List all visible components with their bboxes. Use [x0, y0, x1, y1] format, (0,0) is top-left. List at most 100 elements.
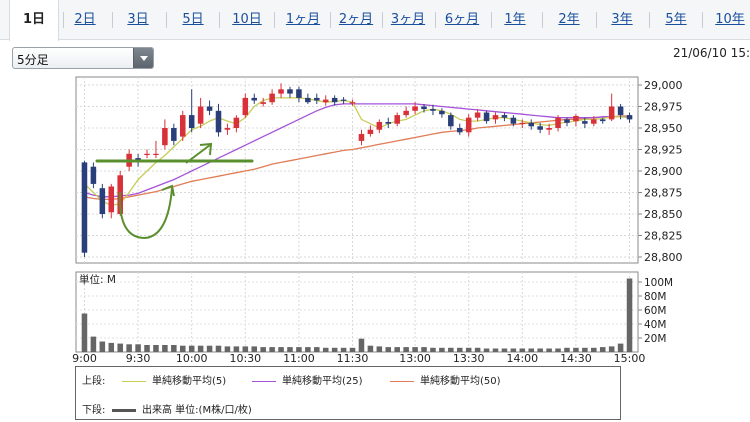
candle-body [81, 162, 88, 253]
time-tick-label: 15:00 [614, 352, 646, 365]
candle-body [573, 115, 579, 122]
tab-separator [166, 12, 167, 28]
volume-bar [430, 347, 436, 352]
volume-bar [349, 347, 356, 352]
volume-bar [599, 347, 606, 352]
candle-body [188, 115, 195, 128]
volume-bar [242, 346, 249, 352]
time-tick-label: 10:30 [229, 352, 261, 365]
volume-tick-label: 100M [644, 277, 673, 289]
volume-bar [287, 347, 293, 352]
candle-body [430, 109, 436, 111]
volume-bar [439, 347, 445, 352]
volume-bar [403, 347, 409, 352]
candle-body [296, 89, 302, 98]
volume-bar [305, 347, 311, 352]
candle-body [564, 119, 570, 123]
candle-body [439, 110, 445, 115]
volume-bar [591, 347, 597, 352]
candle-body [99, 188, 106, 214]
candle-body [537, 126, 543, 130]
volume-bar [564, 347, 570, 352]
volume-bar [537, 348, 543, 352]
tab-separator [596, 12, 597, 28]
volume-bar [260, 347, 266, 352]
candle-body [251, 97, 258, 101]
volume-bar [153, 345, 159, 352]
volume-bar [296, 347, 302, 352]
volume-bar [99, 341, 106, 352]
tab-5日[interactable]: 5日 [182, 12, 204, 27]
candle-body [591, 119, 597, 124]
volume-bar [215, 345, 222, 352]
tab-separator [219, 12, 220, 28]
candle-body [448, 115, 454, 127]
price-tick-label: 28,875 [644, 187, 683, 200]
interval-select-value: 5分足 [17, 53, 49, 67]
price-tick-label: 28,850 [644, 208, 683, 221]
tab-1ヶ月[interactable]: 1ヶ月 [285, 12, 321, 27]
candle-body [197, 106, 204, 124]
volume-bar [376, 346, 383, 352]
tab-separator [702, 12, 703, 28]
candle-body [403, 110, 409, 116]
tab-2ヶ月[interactable]: 2ヶ月 [338, 12, 374, 27]
tab-2年[interactable]: 2年 [558, 12, 580, 27]
annotation-arrow [185, 144, 211, 164]
chevron-down-icon[interactable] [133, 48, 153, 68]
legend-ma5-label: 単純移動平均(5) [152, 376, 227, 387]
tab-10年[interactable]: 10年 [715, 12, 745, 27]
tab-3年[interactable]: 3年 [611, 12, 633, 27]
legend-ma25: 単純移動平均(25) [252, 372, 363, 387]
candle-body [546, 128, 552, 130]
volume-bar [394, 347, 400, 352]
candle-body [144, 153, 150, 155]
time-tick-label: 9:30 [126, 352, 151, 365]
candle-body [385, 121, 392, 124]
volume-bar [90, 336, 97, 352]
volume-bar [492, 348, 499, 352]
price-tick-label: 28,975 [644, 101, 683, 114]
tab-3ヶ月[interactable]: 3ヶ月 [390, 12, 426, 27]
legend-upper-label: 上段: [82, 376, 106, 387]
candle-body [179, 115, 186, 137]
candle-body [153, 153, 159, 155]
volume-bar [412, 347, 418, 352]
ma5-line [84, 97, 630, 207]
volume-bar [117, 343, 123, 352]
tab-separator [542, 12, 543, 28]
volume-bar [448, 347, 454, 352]
candle-body [162, 128, 168, 146]
candle-body [233, 117, 240, 128]
tab-1日[interactable]: 1日 [9, 0, 59, 41]
volume-bar [501, 348, 508, 352]
candle-body [367, 129, 374, 135]
interval-select[interactable]: 5分足 [12, 47, 154, 69]
tab-1年[interactable]: 1年 [504, 12, 526, 27]
candle-body [340, 99, 347, 101]
candle-body [501, 115, 508, 118]
tab-10日[interactable]: 10日 [232, 12, 262, 27]
volume-bar [546, 348, 552, 352]
candle-body [617, 106, 624, 116]
volume-bar [314, 347, 320, 352]
period-tab-bar: 1日 2日 3日 5日 10日 1ヶ月 2ヶ月 3ヶ月 6ヶ月 1年 2年 3年 5年 10年 [0, 0, 750, 41]
volume-bar [358, 338, 365, 352]
tab-3日[interactable]: 3日 [127, 12, 149, 27]
tab-6ヶ月[interactable]: 6ヶ月 [444, 12, 480, 27]
time-tick-label: 13:30 [453, 352, 485, 365]
candle-body [260, 102, 266, 104]
volume-bar [483, 348, 490, 352]
tab-5年[interactable]: 5年 [665, 12, 687, 27]
tab-separator [649, 12, 650, 28]
tab-separator [435, 12, 436, 28]
candle-body [412, 106, 418, 111]
candle-body [108, 186, 115, 213]
candle-body [206, 106, 213, 111]
ma25-line [84, 103, 630, 198]
volume-bar [206, 345, 213, 352]
candle-body [90, 166, 97, 184]
candle-body [394, 115, 400, 124]
candle-body [349, 102, 356, 104]
tab-2日[interactable]: 2日 [74, 12, 96, 27]
